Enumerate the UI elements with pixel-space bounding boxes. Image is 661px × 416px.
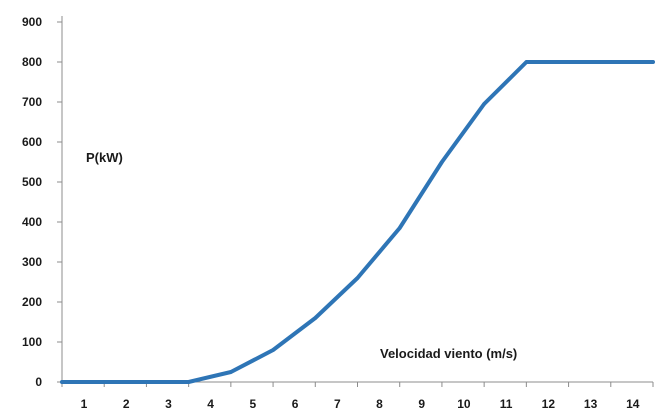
x-tick-label: 13 <box>584 397 598 411</box>
x-tick-label: 12 <box>542 397 556 411</box>
data-point <box>566 60 571 64</box>
y-tick-label: 900 <box>22 15 42 29</box>
y-tick-label: 200 <box>22 295 42 309</box>
data-point <box>271 348 275 352</box>
y-tick-label: 700 <box>22 95 42 109</box>
y-axis: 0 100 200 300 400 500 600 700 800 900 <box>22 15 63 389</box>
x-tick-label: 3 <box>165 397 172 411</box>
x-axis: 123456789101112131415 <box>61 381 654 411</box>
x-tick-label: 6 <box>292 397 299 411</box>
x-tick-label: 5 <box>250 397 257 411</box>
y-tick-label: 800 <box>22 55 42 69</box>
x-axis-title: Velocidad viento (m/s) <box>380 346 517 361</box>
y-tick-label: 100 <box>22 335 42 349</box>
x-tick-label: 7 <box>334 397 341 411</box>
y-axis-title: P(kW) <box>86 150 123 165</box>
y-tick-label: 500 <box>22 175 42 189</box>
x-tick-label: 11 <box>500 397 513 411</box>
data-point <box>144 380 149 384</box>
series-layer <box>60 60 655 384</box>
x-tick-label: 10 <box>457 397 471 411</box>
data-point <box>482 102 486 106</box>
x-tick-label: 8 <box>376 397 383 411</box>
y-tick-label: 600 <box>22 135 42 149</box>
y-tick-label: 0 <box>35 375 42 389</box>
x-tick-label: 14 <box>626 397 640 411</box>
x-tick-label: 2 <box>123 397 130 411</box>
y-tick-label: 400 <box>22 215 42 229</box>
data-point <box>60 380 64 384</box>
data-point <box>229 370 233 374</box>
data-point <box>440 160 444 164</box>
data-point <box>651 60 655 64</box>
data-point <box>186 380 191 384</box>
data-point <box>608 60 613 64</box>
x-tick-label: 1 <box>81 397 88 411</box>
data-point <box>355 276 360 280</box>
x-tick-label: 4 <box>207 397 214 411</box>
y-tick-label: 300 <box>22 255 42 269</box>
x-tick-label: 9 <box>418 397 425 411</box>
data-point <box>397 226 402 230</box>
data-point <box>313 316 318 320</box>
data-point <box>102 380 107 384</box>
power-curve-line <box>60 60 655 384</box>
data-point <box>524 60 529 64</box>
